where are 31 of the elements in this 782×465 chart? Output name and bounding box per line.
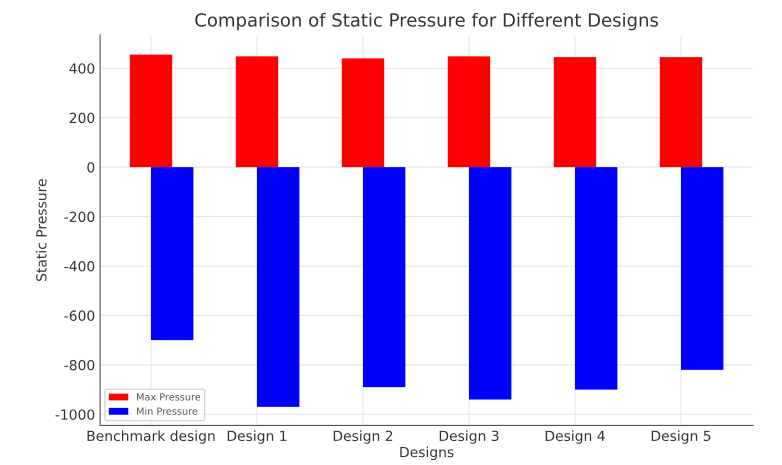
bar: [362, 167, 406, 388]
bar: [680, 167, 724, 370]
bar: [660, 57, 702, 168]
y-tick-label: 0: [87, 162, 94, 173]
y-tick-label: -1000: [56, 409, 94, 420]
legend-label: Min Pressure: [137, 407, 198, 415]
x-tick-label: Design 2: [334, 430, 392, 444]
x-axis-title: Designs: [400, 446, 454, 460]
x-tick-label: Design 4: [546, 430, 605, 444]
bar: [150, 167, 194, 340]
x-tick-label: Design 5: [652, 430, 710, 444]
y-tick-label: 400: [69, 63, 94, 74]
x-tick-label: Benchmark design: [88, 430, 215, 444]
y-tick-label: -800: [64, 360, 94, 370]
y-axis-title: Static Pressure: [36, 179, 47, 281]
legend-label: Max Pressure: [137, 393, 200, 401]
chart-title: Comparison of Static Pressure for Different Designs: [195, 12, 658, 30]
bar: [236, 56, 278, 168]
y-tick-label: -600: [64, 310, 94, 321]
y-tick-label: -400: [64, 260, 94, 272]
y-tick-label: -200: [64, 212, 94, 222]
bar: [342, 58, 384, 168]
bar: [448, 56, 490, 168]
bar: [554, 57, 596, 168]
bar: [130, 54, 172, 168]
x-tick-label: Design 1: [228, 430, 286, 444]
y-tick-label: 200: [70, 112, 94, 124]
bar: [574, 167, 618, 390]
bar: [256, 167, 300, 407]
x-tick-label: Design 3: [440, 430, 498, 444]
bar: [468, 167, 512, 400]
